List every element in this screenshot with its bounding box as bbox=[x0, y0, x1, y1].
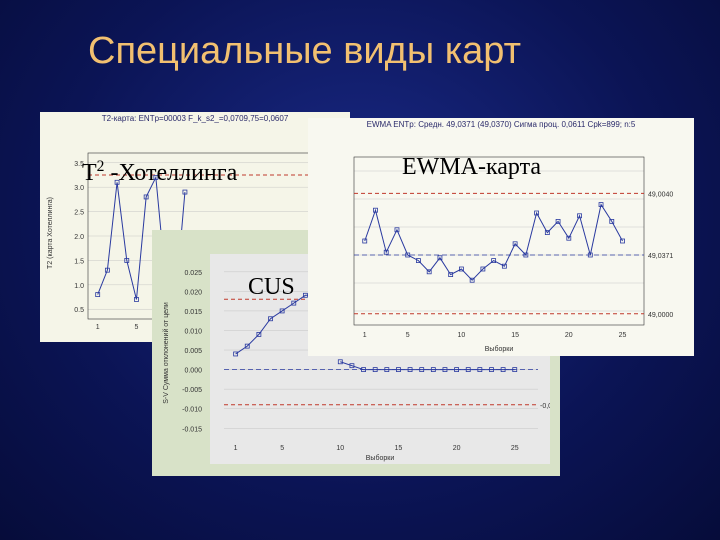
svg-text:-0.005: -0.005 bbox=[182, 387, 202, 394]
svg-text:20: 20 bbox=[453, 445, 461, 452]
svg-text:20: 20 bbox=[565, 332, 573, 339]
svg-text:T2 (карта Хотеллинга): T2 (карта Хотеллинга) bbox=[47, 197, 54, 269]
svg-text:-0.010: -0.010 bbox=[182, 407, 202, 414]
svg-text:49,0040: 49,0040 bbox=[648, 191, 673, 198]
svg-text:5: 5 bbox=[135, 324, 139, 331]
svg-text:10: 10 bbox=[336, 445, 344, 452]
svg-text:0.010: 0.010 bbox=[184, 328, 202, 335]
svg-text:0.020: 0.020 bbox=[184, 289, 202, 296]
svg-text:25: 25 bbox=[511, 445, 519, 452]
svg-text:Выборки: Выборки bbox=[485, 345, 514, 353]
svg-text:49,0000: 49,0000 bbox=[648, 312, 673, 319]
slide-title: Специальные виды карт bbox=[88, 30, 521, 73]
svg-text:15: 15 bbox=[511, 332, 519, 339]
svg-text:5: 5 bbox=[280, 445, 284, 452]
svg-text:2.0: 2.0 bbox=[74, 234, 84, 241]
svg-text:49,0371: 49,0371 bbox=[648, 253, 673, 260]
svg-text:0.025: 0.025 bbox=[184, 270, 202, 277]
svg-text:1: 1 bbox=[363, 332, 367, 339]
svg-text:-0,02080: -0,02080 bbox=[540, 403, 550, 410]
svg-text:15: 15 bbox=[395, 445, 403, 452]
svg-text:5: 5 bbox=[406, 332, 410, 339]
svg-text:S-V Сумма отклонений от цели: S-V Сумма отклонений от цели bbox=[162, 302, 170, 404]
svg-text:1: 1 bbox=[234, 445, 238, 452]
cusum-label: CUS bbox=[248, 274, 295, 301]
svg-text:2.5: 2.5 bbox=[74, 210, 84, 217]
svg-text:1.0: 1.0 bbox=[74, 283, 84, 290]
svg-text:0.5: 0.5 bbox=[74, 307, 84, 314]
hotelling-header: T2-карта: ENТp=00003 F_k_s2_=0,0709,75=0… bbox=[40, 112, 350, 125]
ewma-header: EWMA ENТp: Средн. 49,0371 (49,0370) Сигм… bbox=[308, 118, 694, 131]
svg-text:0.015: 0.015 bbox=[184, 309, 202, 316]
ewma-label: EWMA-карта bbox=[402, 154, 541, 181]
svg-text:Выборки: Выборки bbox=[366, 454, 395, 462]
svg-text:1.5: 1.5 bbox=[74, 258, 84, 265]
svg-text:0.000: 0.000 bbox=[184, 368, 202, 375]
svg-text:1: 1 bbox=[96, 324, 100, 331]
svg-text:0.005: 0.005 bbox=[184, 348, 202, 355]
svg-text:10: 10 bbox=[458, 332, 466, 339]
hotelling-label: T2 -Хотеллинга bbox=[82, 158, 237, 187]
svg-text:25: 25 bbox=[619, 332, 627, 339]
svg-text:-0.015: -0.015 bbox=[182, 426, 202, 433]
